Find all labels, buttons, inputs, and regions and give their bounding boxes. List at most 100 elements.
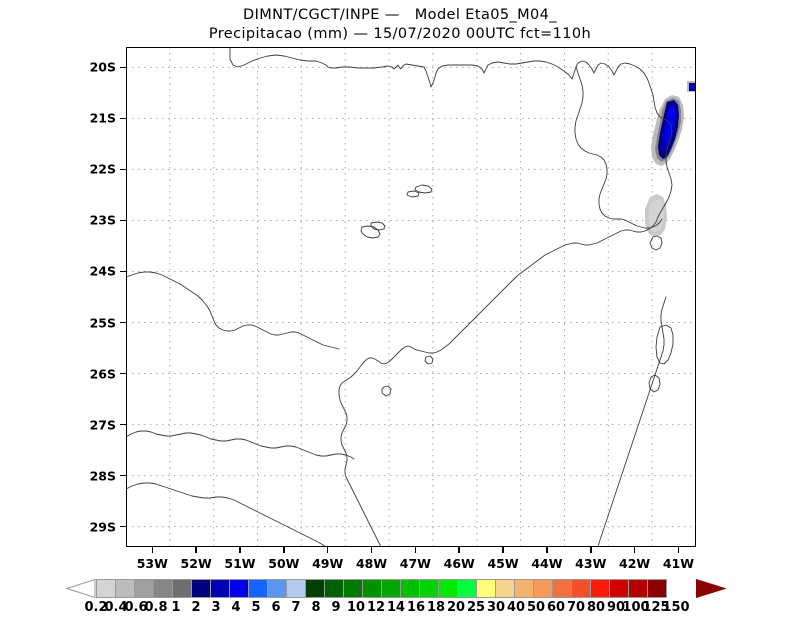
lat-tick-mark <box>120 219 127 222</box>
colorbar-tick-label-2: 2 <box>191 600 201 615</box>
colorbar-tick-label-80: 80 <box>586 600 606 615</box>
colorbar-tick-label-16: 16 <box>406 600 426 615</box>
lat-tick-label-21S: 21S <box>89 110 116 126</box>
colorbar-cell-3[interactable] <box>210 579 230 598</box>
coastline-and-state-borders <box>126 47 674 547</box>
colorbar-tick-label-100: 100 <box>622 600 650 615</box>
colorbar-cell-0.2[interactable] <box>96 579 116 598</box>
lat-tick-mark <box>120 423 127 426</box>
lat-tick-mark <box>120 525 127 528</box>
colorbar-tick-label-12: 12 <box>366 600 386 615</box>
lon-tick-mark <box>677 546 680 553</box>
colorbar-cell-20[interactable] <box>438 579 458 598</box>
colorbar-cell-9[interactable] <box>324 579 344 598</box>
colorbar-cell-70[interactable] <box>552 579 572 598</box>
colorbar-tick-label-25: 25 <box>466 600 486 615</box>
lat-tick-label-20S: 20S <box>89 59 116 75</box>
lat-tick-mark <box>120 372 127 375</box>
lat-tick-mark <box>120 270 127 273</box>
precipitation-cell-espirito-santo <box>651 95 684 166</box>
map-gridlines <box>126 47 696 547</box>
colorbar-cell-0.8[interactable] <box>153 579 173 598</box>
lon-tick-label-46W: 46W <box>443 556 475 571</box>
lat-tick-label-23S: 23S <box>89 212 116 228</box>
colorbar-cell-16[interactable] <box>400 579 420 598</box>
colorbar-cell-40[interactable] <box>495 579 515 598</box>
colorbar-cell-25[interactable] <box>457 579 477 598</box>
lon-tick-mark <box>502 546 504 553</box>
colorbar-cell-4[interactable] <box>229 579 249 598</box>
lon-tick-mark <box>326 546 329 553</box>
lon-tick-mark <box>370 546 373 553</box>
lat-tick-mark <box>120 321 127 324</box>
colorbar-cell-60[interactable] <box>533 579 553 598</box>
colorbar-tick-label-0.4: 0.4 <box>104 600 128 615</box>
lon-tick-mark <box>283 546 285 553</box>
title-line-model: DIMNT/CGCT/INPE — Model Eta05_M04_ <box>243 7 557 23</box>
colorbar-cell-10[interactable] <box>343 579 363 598</box>
colorbar-cell-0.6[interactable] <box>134 579 154 598</box>
colorbar-under-arrow-icon <box>66 579 96 598</box>
colorbar-tick-label-5: 5 <box>251 600 261 615</box>
lat-tick-mark <box>120 117 127 120</box>
colorbar-cell-8[interactable] <box>305 579 325 598</box>
lon-tick-label-52W: 52W <box>180 556 212 571</box>
colorbar-cell-0.4[interactable] <box>115 579 135 598</box>
colorbar-cell-90[interactable] <box>590 579 610 598</box>
colorbar-cell-100[interactable] <box>609 579 629 598</box>
lat-tick-label-26S: 26S <box>89 366 116 382</box>
colorbar[interactable]: 0.2 0.4 0.6 0.8 1 2 3 4 5 6 7 8 9 10 12 14 16 18 20 25 30 40 5… <box>0 576 800 618</box>
colorbar-tick-label-14: 14 <box>386 600 406 615</box>
colorbar-tick-label-60: 60 <box>546 600 566 615</box>
lon-tick-label-43W: 43W <box>575 556 607 571</box>
lon-tick-label-42W: 42W <box>619 556 651 571</box>
colorbar-tick-label-9: 9 <box>331 600 341 615</box>
colorbar-tick-label-40: 40 <box>506 600 526 615</box>
colorbar-strip[interactable] <box>96 579 667 598</box>
colorbar-cell-80[interactable] <box>571 579 591 598</box>
colorbar-cell-5[interactable] <box>248 579 268 598</box>
lon-tick-mark <box>239 546 241 553</box>
trace-precipitation-patch <box>645 194 667 237</box>
chart-title-block: DIMNT/CGCT/INPE — Model Eta05_M04_ Preci… <box>0 6 800 44</box>
colorbar-tick-label-6: 6 <box>271 600 281 615</box>
colorbar-cell-14[interactable] <box>381 579 401 598</box>
colorbar-cell-12[interactable] <box>362 579 382 598</box>
lon-tick-mark <box>195 546 197 553</box>
lon-tick-label-44W: 44W <box>531 556 563 571</box>
colorbar-cell-50[interactable] <box>514 579 534 598</box>
lon-tick-label-47W: 47W <box>399 556 431 571</box>
lat-tick-mark <box>120 66 127 69</box>
map-plot-area[interactable] <box>126 47 696 547</box>
colorbar-tick-label-4: 4 <box>231 600 241 615</box>
lon-tick-mark <box>590 546 592 553</box>
colorbar-cell-125[interactable] <box>628 579 648 598</box>
colorbar-tick-label-0.2: 0.2 <box>84 600 108 615</box>
lat-tick-label-29S: 29S <box>89 519 116 535</box>
colorbar-tick-label-125: 125 <box>642 600 670 615</box>
lon-tick-label-48W: 48W <box>355 556 388 571</box>
colorbar-cell-150[interactable] <box>647 579 667 598</box>
colorbar-tick-label-7: 7 <box>291 600 301 615</box>
lat-tick-mark <box>120 168 127 171</box>
colorbar-cell-18[interactable] <box>419 579 439 598</box>
colorbar-cell-2[interactable] <box>191 579 211 598</box>
lon-tick-label-45W: 45W <box>487 556 519 571</box>
colorbar-cell-30[interactable] <box>476 579 496 598</box>
lat-tick-label-22S: 22S <box>89 161 116 177</box>
colorbar-cell-7[interactable] <box>286 579 306 598</box>
colorbar-cell-1[interactable] <box>172 579 192 598</box>
lat-tick-label-25S: 25S <box>89 315 116 330</box>
lon-tick-label-41W: 41W <box>662 556 695 571</box>
colorbar-tick-label-18: 18 <box>426 600 446 615</box>
lon-tick-label-53W: 53W <box>136 556 168 571</box>
lon-tick-mark <box>151 546 154 553</box>
colorbar-cell-6[interactable] <box>267 579 287 598</box>
colorbar-tick-label-150: 150 <box>662 600 690 615</box>
lon-tick-mark <box>633 546 636 553</box>
lat-tick-label-27S: 27S <box>89 417 116 433</box>
colorbar-tick-label-8: 8 <box>311 600 321 615</box>
lon-tick-label-50W: 50W <box>268 556 300 571</box>
lon-tick-mark <box>546 546 548 553</box>
